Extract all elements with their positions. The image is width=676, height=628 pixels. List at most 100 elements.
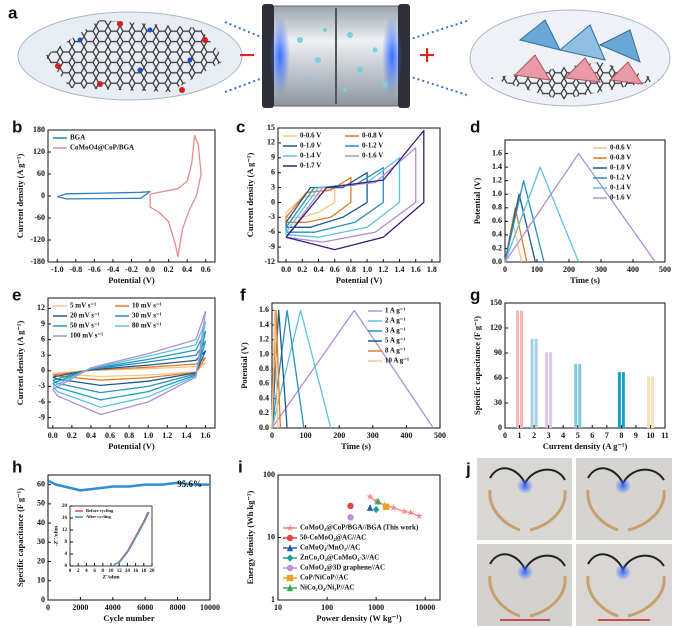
x-axis-label: Time (s) bbox=[570, 275, 600, 285]
y-tick-label: 180 bbox=[33, 125, 45, 134]
plot-frame bbox=[277, 474, 441, 601]
series-line bbox=[52, 340, 207, 394]
marker bbox=[374, 497, 382, 505]
x-tick-label: 0.6 bbox=[105, 431, 115, 440]
y-tick-label: 16 bbox=[62, 516, 68, 521]
marker bbox=[389, 503, 398, 511]
annotation: 95.6% bbox=[177, 479, 202, 489]
y-tick-label: 60 bbox=[37, 169, 45, 178]
y-axis-label: -Z''/ohm bbox=[53, 525, 59, 546]
x-tick-label: 400 bbox=[627, 265, 639, 274]
x-axis-label: Potential (V) bbox=[108, 275, 155, 285]
x-axis-label: Potential (V) bbox=[108, 441, 155, 451]
legend-label: 0-1.2 V bbox=[362, 142, 383, 150]
bar bbox=[617, 372, 621, 428]
y-axis-label: Energy density (Wh kg⁻¹) bbox=[245, 490, 255, 584]
y-tick-label: -6 bbox=[268, 227, 275, 236]
series-line bbox=[149, 134, 202, 258]
x-tick-label: 8 bbox=[102, 569, 105, 574]
electrodes bbox=[488, 489, 666, 618]
x-axis-label: Power density (W kg⁻¹) bbox=[316, 613, 402, 623]
x-tick-label: 1.0 bbox=[362, 265, 372, 274]
x-tick-label: 10000 bbox=[415, 603, 435, 612]
y-tick-label: 1.6 bbox=[259, 305, 269, 314]
graphene-floor bbox=[490, 62, 660, 100]
x-tick-label: 0.2 bbox=[297, 265, 307, 274]
y-tick-label: 9 bbox=[41, 319, 45, 328]
y-tick-label: -12 bbox=[264, 257, 275, 266]
y-tick-label: 10 bbox=[267, 532, 275, 541]
graphene-sheet bbox=[45, 20, 225, 92]
y-tick-label: -3 bbox=[38, 381, 45, 390]
bar bbox=[578, 363, 582, 428]
legend-label: CoMoO4@CoP/BGA bbox=[70, 144, 134, 152]
legend-label: CoMoO₄@3D graphene//AC bbox=[300, 564, 385, 572]
x-tick-label: 100 bbox=[321, 603, 333, 612]
panel-letter: g bbox=[470, 285, 480, 304]
legend-label: 5 mV s⁻¹ bbox=[70, 302, 96, 310]
x-tick-label: 0.6 bbox=[201, 265, 211, 274]
x-tick-label: 0.6 bbox=[330, 265, 340, 274]
panel-letter: c bbox=[236, 117, 245, 136]
plot-frame bbox=[47, 129, 216, 263]
series-line bbox=[52, 330, 207, 401]
x-tick-label: 1.4 bbox=[395, 265, 405, 274]
x-tick-label: 16 bbox=[133, 569, 139, 574]
y-tick-label: 120 bbox=[33, 147, 45, 156]
marker bbox=[415, 512, 423, 520]
y-tick-label: 0 bbox=[41, 191, 45, 200]
y-tick-label: 1.2 bbox=[259, 335, 269, 344]
marker bbox=[372, 497, 380, 505]
y-tick-label: 3 bbox=[41, 350, 45, 359]
x-axis-label: Time (s) bbox=[341, 441, 371, 451]
panel-letter: b bbox=[12, 117, 22, 136]
x-tick-label: 0.0 bbox=[145, 265, 155, 274]
y-tick-label: 12 bbox=[267, 138, 275, 147]
x-tick-label: 4 bbox=[85, 569, 88, 574]
x-tick-label: 0.0 bbox=[48, 431, 58, 440]
series-line bbox=[52, 350, 207, 387]
x-tick-label: 100 bbox=[300, 431, 312, 440]
x-tick-label: 1.4 bbox=[181, 431, 191, 440]
x-tick-label: 1 bbox=[518, 431, 522, 440]
bar bbox=[534, 338, 538, 428]
bar bbox=[650, 376, 654, 428]
y-tick-label: 1.0 bbox=[259, 349, 269, 358]
panel-letter: e bbox=[12, 285, 21, 304]
y-tick-label: -120 bbox=[30, 235, 45, 244]
series-line bbox=[271, 309, 434, 429]
y-tick-label: 20 bbox=[37, 556, 45, 565]
x-tick-label: -0.4 bbox=[107, 265, 120, 274]
x-tick-label: 0.2 bbox=[67, 431, 77, 440]
y-tick-label: 30 bbox=[494, 398, 502, 407]
y-tick-label: 0.6 bbox=[259, 379, 269, 388]
x-tick-label: 200 bbox=[563, 265, 575, 274]
y-tick-label: 0.2 bbox=[259, 408, 269, 417]
x-tick-label: 0 bbox=[69, 569, 72, 574]
y-tick-label: -6 bbox=[38, 397, 45, 406]
marker bbox=[286, 564, 294, 572]
bar bbox=[621, 372, 625, 428]
bar bbox=[530, 338, 534, 428]
x-tick-label: 10000 bbox=[200, 603, 220, 612]
legend-label: 0-0.6 V bbox=[300, 132, 321, 140]
marker bbox=[366, 492, 374, 500]
marker bbox=[286, 574, 294, 582]
y-axis-label: Current density (A g⁻¹) bbox=[15, 154, 25, 239]
x-tick-label: 10 bbox=[109, 569, 115, 574]
y-axis-label: Current density (A g⁻¹) bbox=[245, 153, 255, 238]
photo bbox=[576, 458, 672, 540]
legend-label: 80 mV s⁻¹ bbox=[132, 322, 162, 330]
y-tick-label: 12 bbox=[37, 303, 45, 312]
legend-label: 5 A g⁻¹ bbox=[385, 337, 406, 345]
x-tick-label: 9 bbox=[634, 431, 638, 440]
legend-label: 0-1.6 V bbox=[610, 194, 631, 202]
x-tick-label: 2 bbox=[77, 569, 80, 574]
legend-label: 0-0.6 V bbox=[610, 144, 631, 152]
x-tick-label: 2000 bbox=[72, 603, 88, 612]
panel-letter: d bbox=[470, 117, 480, 136]
x-tick-label: 10 bbox=[646, 431, 654, 440]
series-line bbox=[504, 180, 545, 263]
marker bbox=[347, 502, 354, 510]
